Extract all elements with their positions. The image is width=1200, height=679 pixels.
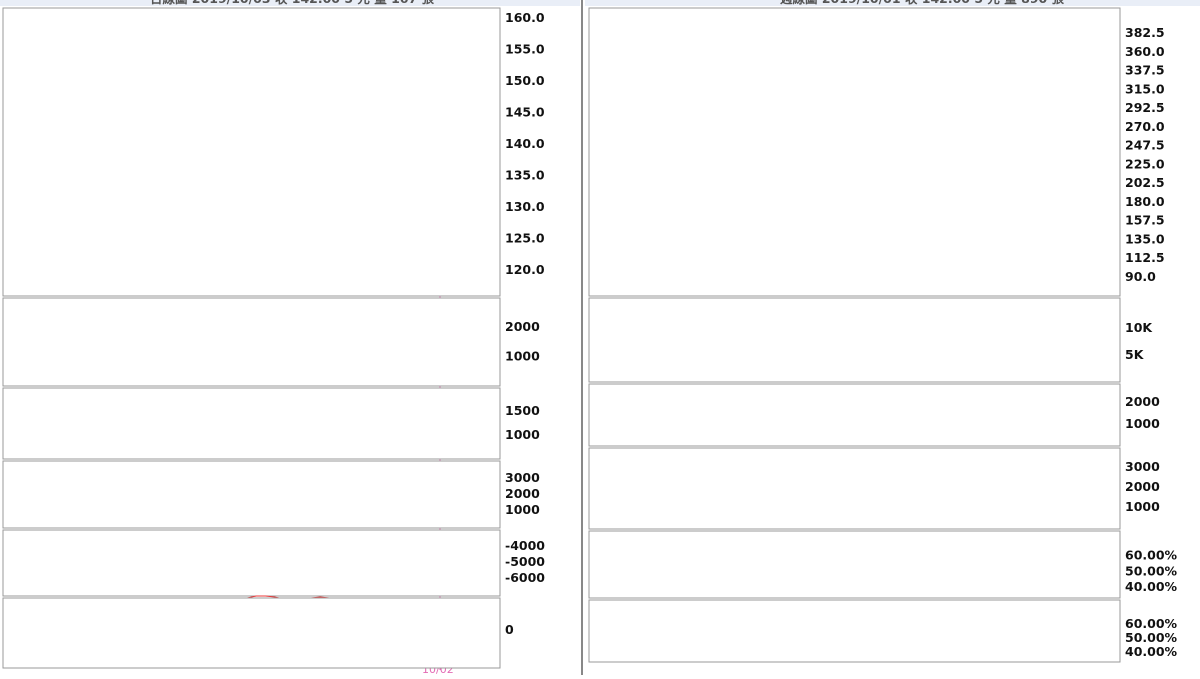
left-macd-frame <box>2 597 501 669</box>
retail_holders-tick: 60.00% <box>1125 616 1178 631</box>
weekly-price-tick: 157.5 <box>1125 213 1165 228</box>
retail_holders-tick: 50.00% <box>1125 630 1178 645</box>
left-trust-tick: 3000 <box>505 470 540 485</box>
daily-price-tick: 135.0 <box>505 168 545 183</box>
daily-header-strip <box>0 0 580 6</box>
right-big_holders-frame <box>588 530 1121 599</box>
weekly-price-tick: 270.0 <box>1125 119 1165 134</box>
daily-volume-frame <box>2 297 501 387</box>
right-trust-tick: 2000 <box>1125 479 1160 494</box>
daily-price-tick: 125.0 <box>505 231 545 246</box>
weekly-volume-frame <box>588 297 1121 383</box>
daily-price-tick: 160.0 <box>505 10 545 25</box>
daily-header-title: 日線圖 2019/10/03 收 142.00 5 元 量 167 張 <box>150 0 435 6</box>
right-foreign-tick: 1000 <box>1125 416 1160 431</box>
weekly-price-tick: 225.0 <box>1125 156 1165 171</box>
right-retail_holders-frame <box>588 599 1121 663</box>
weekly-volume-tick: 5K <box>1125 347 1145 362</box>
right-foreign-frame <box>588 383 1121 447</box>
right-trust-tick: 3000 <box>1125 459 1160 474</box>
left-foreign-frame <box>2 387 501 460</box>
left-foreign-tick: 1000 <box>505 427 540 442</box>
big_holders-tick: 50.00% <box>1125 563 1178 578</box>
right-trust-frame <box>588 447 1121 530</box>
left-trust-tick: 2000 <box>505 486 540 501</box>
left-main-tick: -4000 <box>505 538 545 553</box>
weekly-price-tick: 337.5 <box>1125 63 1165 78</box>
weekly-price-tick: 360.0 <box>1125 44 1165 59</box>
weekly-price-tick: 202.5 <box>1125 175 1165 190</box>
daily-price-tick: 140.0 <box>505 136 545 151</box>
right-foreign-tick: 2000 <box>1125 394 1160 409</box>
daily-price-tick: 145.0 <box>505 105 545 120</box>
daily-price-tick: 130.0 <box>505 199 545 214</box>
big_holders-tick: 40.00% <box>1125 579 1178 594</box>
left-trust-tick: 1000 <box>505 502 540 517</box>
daily-price-tick: 155.0 <box>505 42 545 57</box>
macd-zero-tick: 0 <box>505 622 514 637</box>
weekly-price-frame <box>588 7 1121 297</box>
weekly-price-tick: 247.5 <box>1125 138 1165 153</box>
weekly-price-tick: 292.5 <box>1125 100 1165 115</box>
left-main-force-frame <box>2 529 501 597</box>
weekly-header-title: 週線圖 2019/10/01 收 142.00 5 元 量 890 張 <box>780 0 1065 6</box>
weekly-price-tick: 90.0 <box>1125 269 1156 284</box>
weekly-volume-tick: 10K <box>1125 320 1153 335</box>
daily-volume-tick: 1000 <box>505 348 540 363</box>
right-trust-tick: 1000 <box>1125 499 1160 514</box>
weekly-header-strip <box>585 0 1200 6</box>
weekly-price-tick: 112.5 <box>1125 250 1165 265</box>
left-main-tick: -5000 <box>505 554 545 569</box>
daily-volume-tick: 2000 <box>505 319 540 334</box>
left-main-tick: -6000 <box>505 570 545 585</box>
weekly-price-tick: 315.0 <box>1125 81 1165 96</box>
daily-price-frame <box>2 7 501 297</box>
weekly-price-tick: 382.5 <box>1125 25 1165 40</box>
weekly-price-tick: 180.0 <box>1125 194 1165 209</box>
left-foreign-tick: 1500 <box>505 403 540 418</box>
retail_holders-tick: 40.00% <box>1125 644 1178 659</box>
weekly-price-tick: 135.0 <box>1125 231 1165 246</box>
daily-price-tick: 120.0 <box>505 262 545 277</box>
big_holders-tick: 60.00% <box>1125 548 1178 563</box>
daily-price-tick: 150.0 <box>505 73 545 88</box>
left-trust-frame <box>2 460 501 529</box>
